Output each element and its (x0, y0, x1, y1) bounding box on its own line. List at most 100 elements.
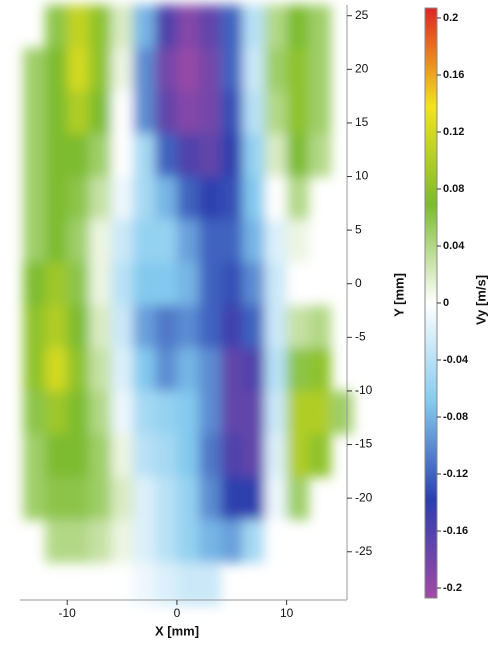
heat-cell (264, 390, 288, 435)
y-tick-label: 10 (355, 169, 369, 183)
heat-cell (67, 390, 90, 435)
heat-cell (264, 219, 288, 263)
heat-cell (308, 305, 332, 349)
heat-cell (176, 133, 200, 178)
heat-cell (198, 133, 222, 178)
heat-cell (67, 519, 90, 563)
y-tick-label: 25 (355, 8, 369, 22)
heat-cell (264, 5, 288, 49)
heat-cell (67, 476, 90, 521)
heat-cell (176, 562, 200, 606)
heat-cell (308, 433, 332, 478)
colorbar-tick-label: -0.16 (443, 525, 468, 537)
heat-cell (176, 348, 200, 392)
heat-cell (242, 219, 266, 263)
colorbar (424, 7, 438, 599)
y-axis-label: Y [mm] (391, 273, 406, 317)
heat-cell (264, 90, 288, 135)
y-tick-label: 0 (355, 276, 362, 290)
heat-cell (220, 433, 244, 478)
y-tick-label: 5 (355, 222, 362, 236)
heat-cell (111, 348, 134, 392)
heat-cell (286, 390, 310, 435)
heat-cell (286, 219, 310, 263)
x-tick-label: 0 (174, 606, 181, 620)
heat-cell (89, 305, 112, 349)
heat-cell (220, 133, 244, 178)
heat-cell (154, 562, 178, 606)
heat-cell (67, 262, 90, 306)
heat-cell (264, 176, 288, 220)
heat-cell (133, 390, 156, 435)
heat-cell (154, 133, 178, 178)
heat-cell (242, 390, 266, 435)
heat-cell (264, 519, 288, 563)
heat-cell (133, 219, 156, 263)
y-tick-label: -15 (355, 437, 373, 451)
heat-cell (220, 305, 244, 349)
heat-cell (45, 348, 68, 392)
heat-cell (286, 305, 310, 349)
colorbar-tick-label: 0 (443, 297, 449, 309)
heat-cell (23, 348, 46, 392)
heat-cell (286, 348, 310, 392)
heat-cell (23, 90, 46, 135)
heat-cell (242, 133, 266, 178)
heat-cell (176, 433, 200, 478)
heat-cell (308, 133, 332, 178)
heat-cell (220, 5, 244, 49)
heat-cell (242, 348, 266, 392)
heatmap (23, 5, 353, 606)
y-tick-label: -25 (355, 544, 373, 558)
heat-cell (154, 476, 178, 521)
heat-cell (133, 519, 156, 563)
heat-cell (154, 47, 178, 92)
colorbar-tick-label: -0.2 (443, 582, 462, 594)
heat-cell (220, 176, 244, 220)
heat-cell (308, 47, 332, 92)
x-tick-label: 10 (280, 606, 294, 620)
heat-cell (133, 47, 156, 92)
heat-cell (23, 133, 46, 178)
heat-cell (89, 433, 112, 478)
heat-cell (242, 176, 266, 220)
heat-cell (220, 219, 244, 263)
heat-cell (111, 390, 134, 435)
y-tick-label: -5 (355, 330, 366, 344)
heat-cell (264, 47, 288, 92)
heat-cell (176, 5, 200, 49)
heat-cell (242, 433, 266, 478)
heat-cell (198, 519, 222, 563)
heat-cell (242, 47, 266, 92)
heat-cell (154, 262, 178, 306)
heat-cell (133, 5, 156, 49)
heat-cell (330, 390, 353, 435)
heat-cell (133, 176, 156, 220)
heat-cell (89, 219, 112, 263)
heat-cell (220, 348, 244, 392)
heat-cell (67, 219, 90, 263)
colorbar-tick-label: -0.04 (443, 354, 469, 366)
heat-cell (23, 47, 46, 92)
heat-cell (67, 5, 90, 49)
heat-cell (198, 348, 222, 392)
heat-cell (67, 176, 90, 220)
heat-cell (45, 262, 68, 306)
heat-cell (264, 133, 288, 178)
x-tick-label: -10 (59, 606, 77, 620)
heat-cell (154, 176, 178, 220)
heat-cell (176, 305, 200, 349)
heat-cell (308, 5, 332, 49)
heat-cell (286, 5, 310, 49)
heat-cell (198, 219, 222, 263)
heat-cell (45, 47, 68, 92)
heat-cell (264, 433, 288, 478)
heat-cell (23, 262, 46, 306)
heat-cell (89, 390, 112, 435)
heat-cell (176, 262, 200, 306)
heat-cell (154, 348, 178, 392)
heat-cell (67, 433, 90, 478)
heat-cell (111, 476, 134, 521)
heat-cell (198, 562, 222, 606)
